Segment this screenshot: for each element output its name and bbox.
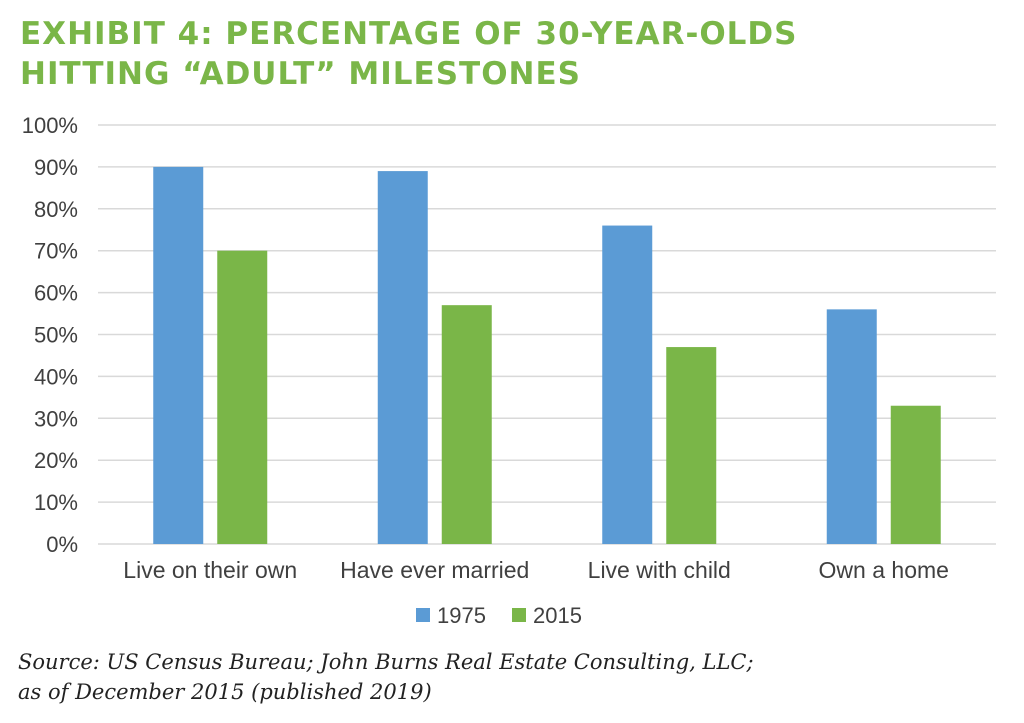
chart-title-line-2: HITTING “ADULT” MILESTONES bbox=[20, 56, 581, 92]
legend: 1975 2015 bbox=[416, 603, 582, 628]
y-tick-label: 60% bbox=[34, 281, 78, 306]
y-tick-label: 40% bbox=[34, 364, 78, 389]
bar-2015-3 bbox=[666, 347, 717, 544]
bar-1975-3 bbox=[602, 225, 653, 544]
source-line-1: Source: US Census Bureau; John Burns Rea… bbox=[18, 650, 754, 674]
bar-1975-4 bbox=[826, 309, 877, 544]
bar-1975-2 bbox=[377, 171, 428, 544]
y-tick-label: 50% bbox=[34, 323, 78, 348]
x-tick-label: Live on their own bbox=[123, 557, 297, 583]
bar-2015-1 bbox=[217, 250, 268, 544]
x-tick-label: Own a home bbox=[819, 557, 949, 583]
x-axis-ticks: Live on their own Have ever married Live w… bbox=[123, 557, 949, 583]
chart-title-line-1: EXHIBIT 4: PERCENTAGE OF 30-YEAR-OLDS bbox=[20, 16, 798, 52]
legend-label: 2015 bbox=[533, 603, 582, 628]
legend-label: 1975 bbox=[437, 603, 486, 628]
y-tick-label: 100% bbox=[22, 113, 78, 138]
source-note: Source: US Census Bureau; John Burns Rea… bbox=[18, 647, 998, 707]
legend-swatch bbox=[512, 608, 526, 622]
x-tick-label: Live with child bbox=[588, 557, 731, 583]
bar-2015-2 bbox=[441, 305, 492, 544]
y-tick-label: 10% bbox=[34, 490, 78, 515]
y-tick-label: 20% bbox=[34, 448, 78, 473]
bar-1975-1 bbox=[153, 166, 204, 544]
bar-2015-4 bbox=[890, 405, 941, 544]
y-tick-label: 70% bbox=[34, 239, 78, 264]
chart-title: EXHIBIT 4: PERCENTAGE OF 30-YEAR-OLDS HI… bbox=[20, 14, 1000, 94]
bars bbox=[153, 166, 941, 544]
legend-swatch bbox=[416, 608, 430, 622]
x-tick-label: Have ever married bbox=[340, 557, 529, 583]
y-tick-label: 30% bbox=[34, 406, 78, 431]
y-tick-label: 90% bbox=[34, 155, 78, 180]
bar-chart: 0% 10% 20% 30% 40% 50% 60% 70% 80% 90% 100% Live o… bbox=[22, 113, 996, 628]
source-line-2: as of December 2015 (published 2019) bbox=[18, 680, 432, 704]
y-tick-label: 0% bbox=[46, 532, 78, 557]
legend-item: 2015 bbox=[512, 603, 582, 628]
y-tick-label: 80% bbox=[34, 197, 78, 222]
y-axis-ticks: 0% 10% 20% 30% 40% 50% 60% 70% 80% 90% 100% bbox=[22, 113, 78, 557]
legend-item: 1975 bbox=[416, 603, 486, 628]
